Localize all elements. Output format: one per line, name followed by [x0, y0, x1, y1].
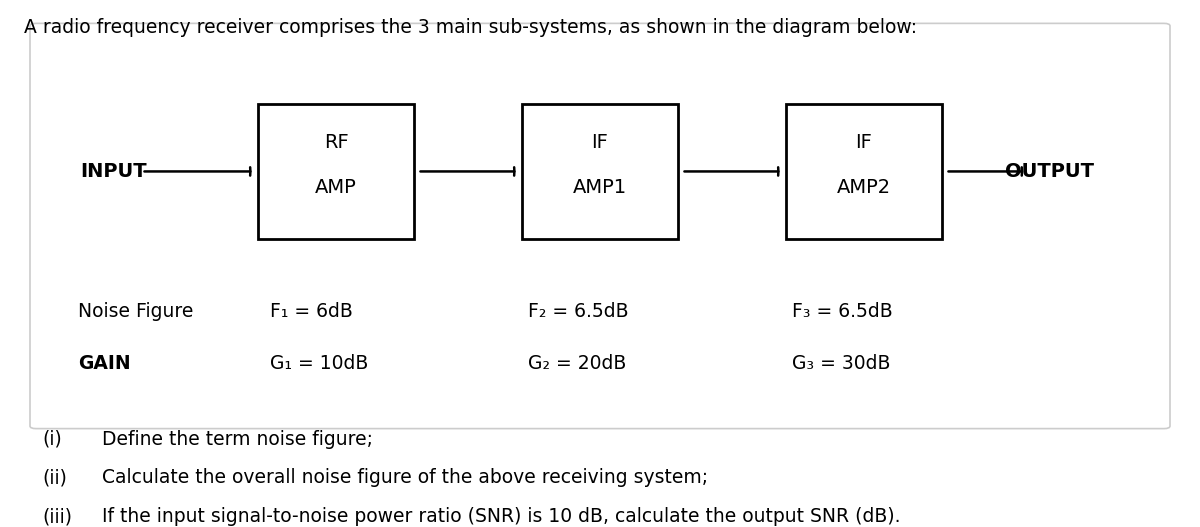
- Bar: [522, 104, 678, 239]
- Text: IF: IF: [856, 133, 872, 152]
- Bar: [258, 104, 414, 239]
- Text: INPUT: INPUT: [80, 162, 148, 181]
- Text: Define the term noise figure;: Define the term noise figure;: [102, 430, 373, 448]
- Text: RF: RF: [324, 133, 348, 152]
- Text: AMP2: AMP2: [836, 178, 892, 197]
- Text: (ii): (ii): [42, 469, 67, 487]
- Text: OUTPUT: OUTPUT: [1006, 162, 1094, 181]
- Text: Calculate the overall noise figure of the above receiving system;: Calculate the overall noise figure of th…: [102, 469, 708, 487]
- Text: GAIN: GAIN: [78, 354, 131, 373]
- Text: IF: IF: [592, 133, 608, 152]
- Text: A radio frequency receiver comprises the 3 main sub-systems, as shown in the dia: A radio frequency receiver comprises the…: [24, 18, 917, 37]
- Bar: [786, 104, 942, 239]
- Text: Noise Figure: Noise Figure: [78, 302, 193, 321]
- Text: G₂ = 20dB: G₂ = 20dB: [528, 354, 626, 373]
- Text: F₁ = 6dB: F₁ = 6dB: [270, 302, 353, 321]
- Text: F₃ = 6.5dB: F₃ = 6.5dB: [792, 302, 893, 321]
- Text: (iii): (iii): [42, 508, 72, 526]
- FancyBboxPatch shape: [30, 23, 1170, 428]
- Text: F₂ = 6.5dB: F₂ = 6.5dB: [528, 302, 629, 321]
- Text: AMP1: AMP1: [572, 178, 628, 197]
- Text: G₃ = 30dB: G₃ = 30dB: [792, 354, 890, 373]
- Text: AMP: AMP: [316, 178, 356, 197]
- Text: (i): (i): [42, 430, 61, 448]
- Text: G₁ = 10dB: G₁ = 10dB: [270, 354, 368, 373]
- Text: If the input signal-to-noise power ratio (SNR) is 10 dB, calculate the output SN: If the input signal-to-noise power ratio…: [102, 508, 900, 526]
